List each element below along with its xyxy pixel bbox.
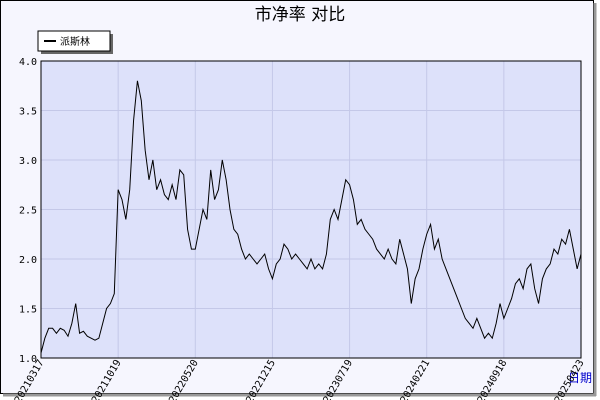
- y-tick-label: 3.5: [19, 107, 37, 118]
- x-axis-label: 日期: [568, 371, 592, 385]
- legend: [37, 30, 111, 52]
- y-tick-label: 4.0: [19, 57, 37, 68]
- y-tick-label: 2.5: [19, 206, 37, 217]
- plot-border: [40, 60, 582, 359]
- y-tick-label: 1.5: [19, 305, 37, 316]
- chart-title: 市净率 对比: [255, 5, 345, 25]
- line: [40, 80, 582, 354]
- y-tick-label: 1.0: [19, 354, 37, 365]
- y-tick-label: 2.0: [19, 255, 37, 266]
- legend-label: 派斯林: [60, 35, 90, 48]
- y-tick-label: 3.0: [19, 156, 37, 167]
